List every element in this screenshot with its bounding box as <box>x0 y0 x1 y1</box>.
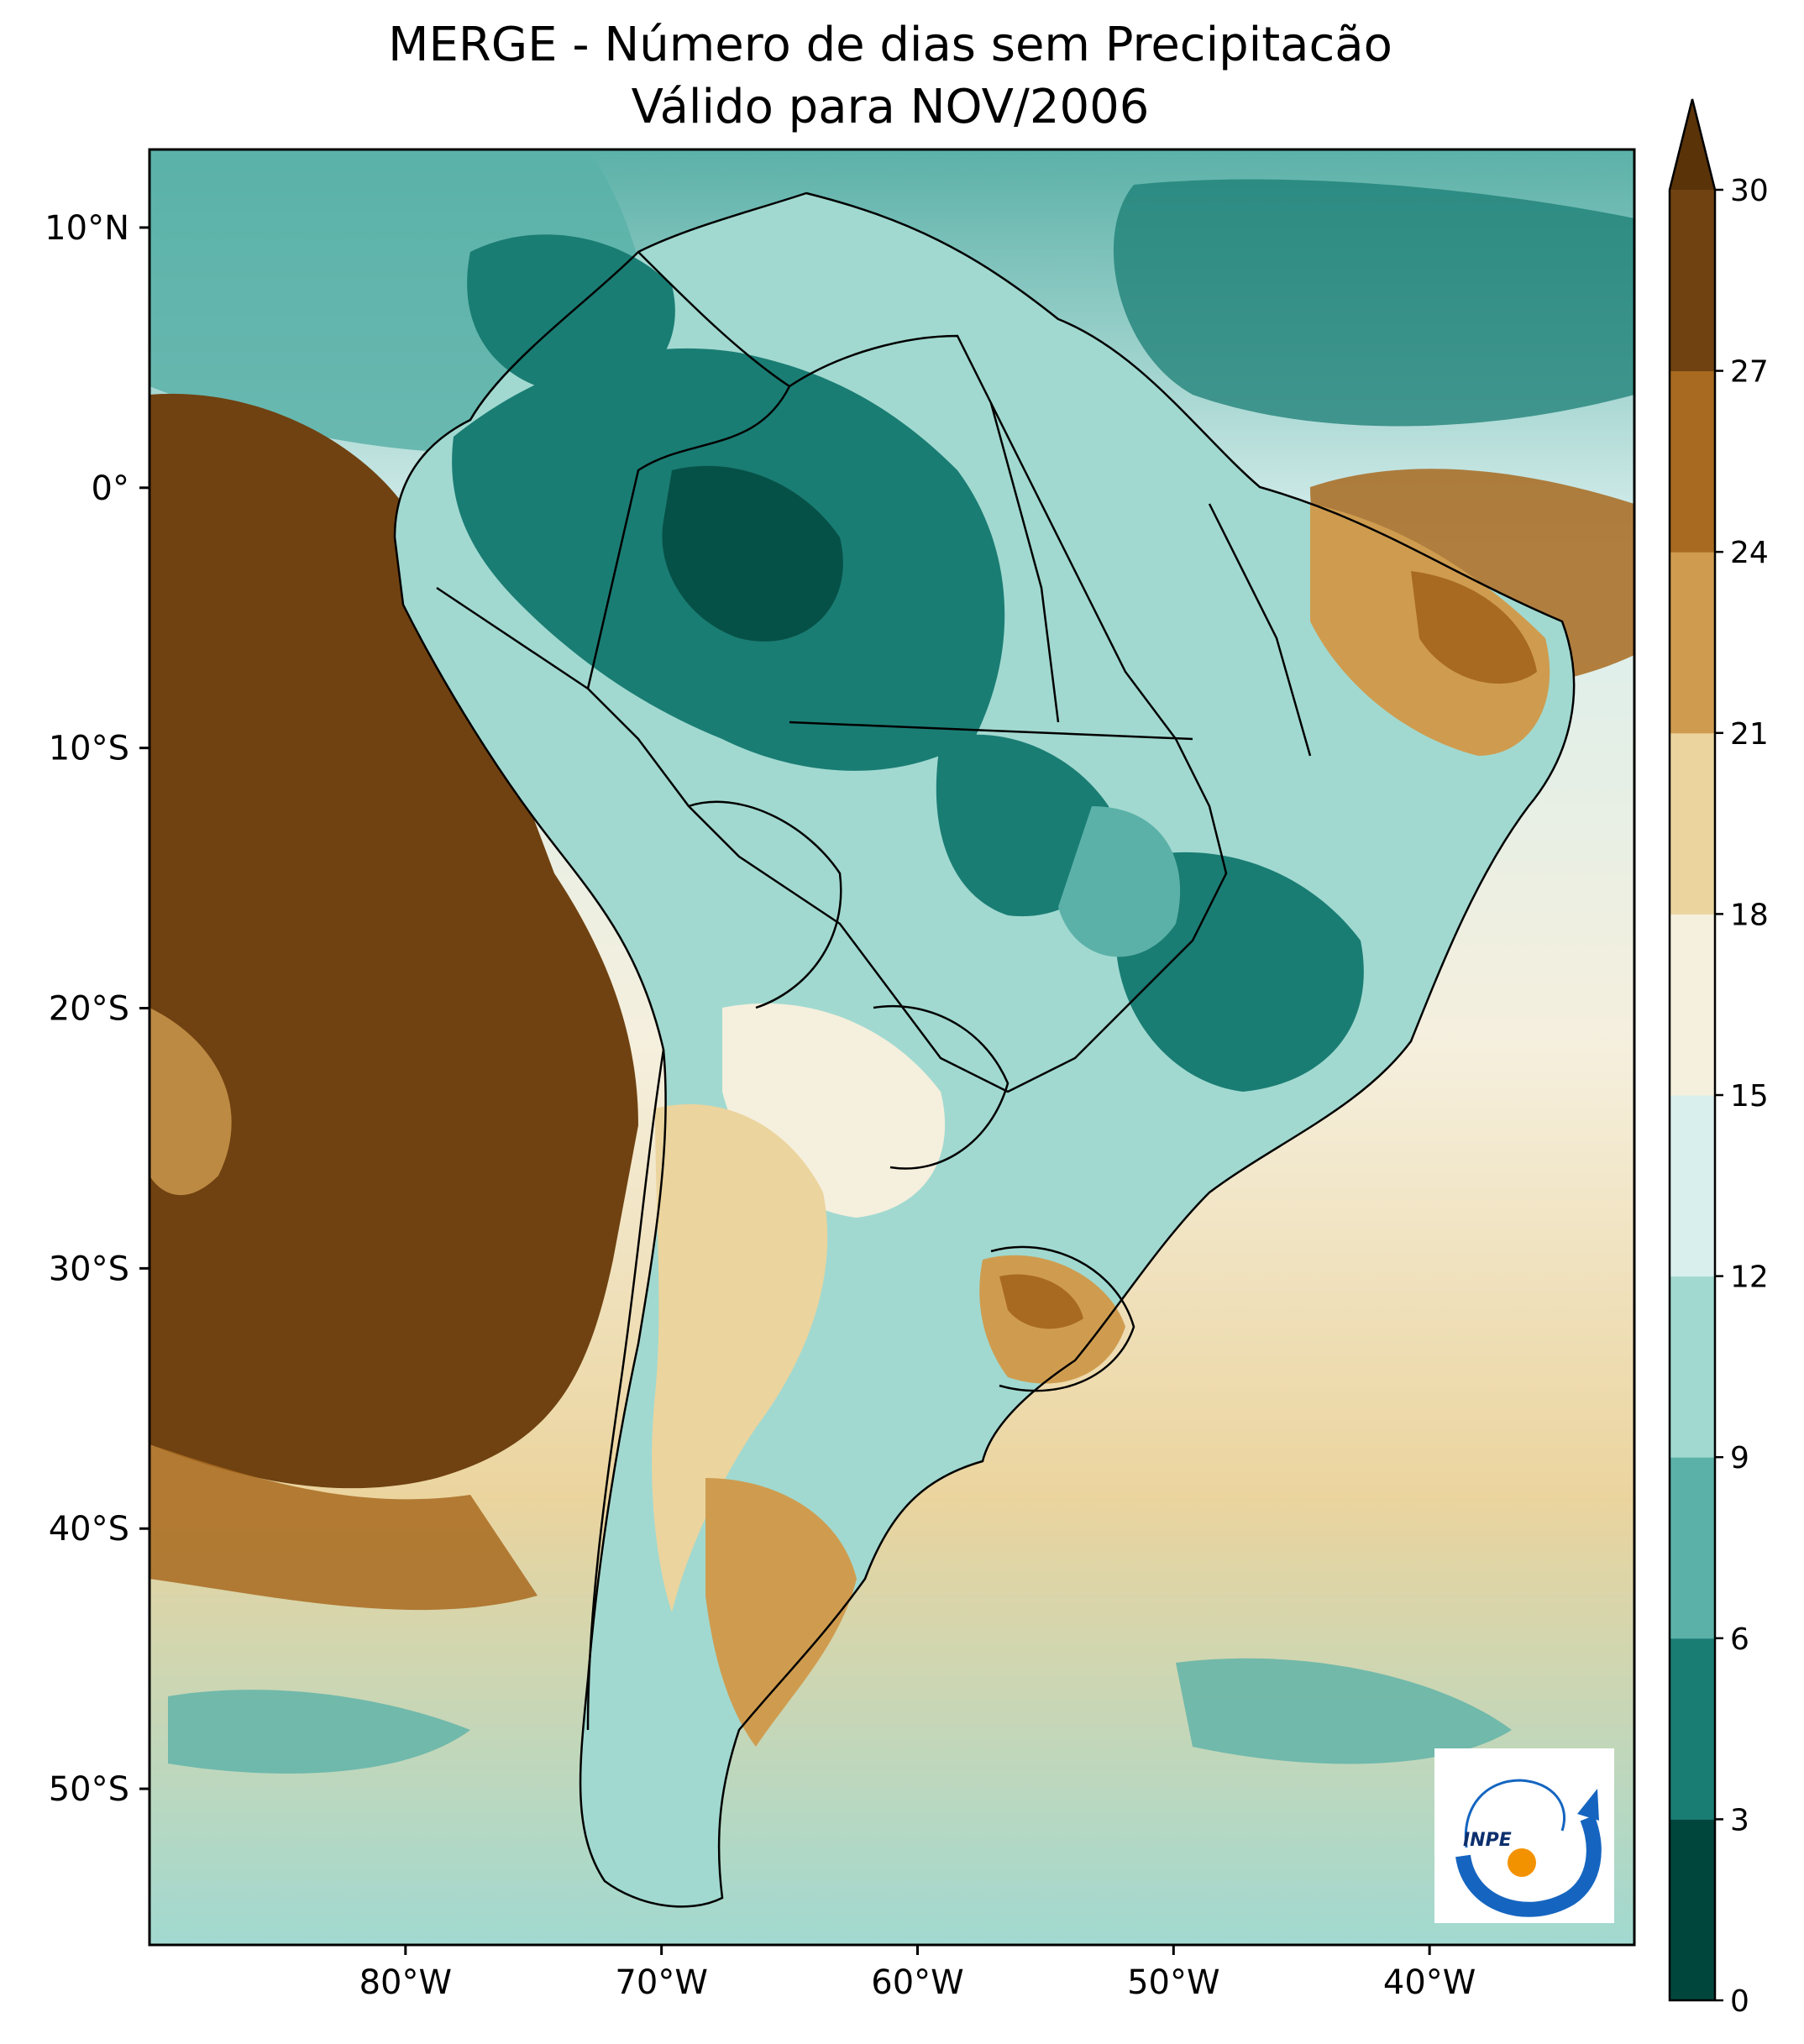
lon-label: 60°W <box>871 1963 963 2002</box>
venezuela-border <box>637 251 790 388</box>
colorbar-tick-label: 12 <box>1730 1260 1769 1295</box>
ne-brazil-drier <box>1411 571 1537 684</box>
colorbar-tick-label: 15 <box>1730 1079 1769 1114</box>
colorbar-tick-label: 21 <box>1730 717 1769 752</box>
lon-label: 40°W <box>1383 1963 1476 2002</box>
state-line-1 <box>789 721 1193 741</box>
colorbar-segment <box>1670 552 1715 734</box>
colorbar-tick-label: 18 <box>1730 898 1769 932</box>
map-frame <box>148 148 1636 1947</box>
colorbar-tick-label: 27 <box>1730 355 1769 390</box>
wet-band-atlantic <box>1113 179 1634 427</box>
goias-wet <box>1058 806 1181 957</box>
colombia-wet <box>467 234 675 396</box>
chart-subtitle: Válido para NOV/2006 <box>631 80 1150 134</box>
inpe-logo: INPE <box>1434 1748 1614 1923</box>
colorbar-segment <box>1670 1095 1715 1277</box>
state-line-3 <box>1208 503 1312 757</box>
state-line-2 <box>989 402 1060 723</box>
central-brazil-wet <box>936 734 1112 917</box>
logo-text: INPE <box>1463 1830 1512 1851</box>
bolivia-border <box>688 800 842 1009</box>
south-pacific-wet <box>168 1690 470 1774</box>
colorbar-tick-label: 0 <box>1730 1984 1749 2019</box>
lon-label: 70°W <box>615 1963 707 2002</box>
se-brazil-wet <box>1117 852 1364 1092</box>
colorbar-segment <box>1670 1457 1715 1639</box>
lat-label: 0° <box>92 469 129 508</box>
lon-label: 80°W <box>359 1963 452 2002</box>
chart-title: MERGE - Número de dias sem Precipitacão <box>388 18 1392 72</box>
andes-border <box>586 1049 665 1731</box>
precipitation-field <box>149 149 1634 1945</box>
continent-outline <box>393 191 1576 1908</box>
brazil-border <box>586 334 1228 1093</box>
colorbar-segment <box>1670 1276 1715 1458</box>
colorbar-tick-label: 9 <box>1730 1441 1749 1475</box>
amazon-wet-deep <box>662 465 843 642</box>
colorbar: 0 3 6 9 12 15 18 21 24 27 30 <box>1668 98 1769 2019</box>
country-borders <box>393 191 1576 1908</box>
dry-pacific-inner <box>149 1008 232 1196</box>
colorbar-extend-arrow <box>1670 99 1715 190</box>
colorbar-segment <box>1670 1819 1715 2001</box>
lat-label: 10°S <box>49 730 129 768</box>
colorbar-segment <box>1670 370 1715 553</box>
dry-pacific <box>149 393 638 1489</box>
colorbar-tick-label: 24 <box>1730 536 1769 570</box>
longitude-axis: 80°W 70°W 60°W 50°W 40°W <box>359 1945 1476 2002</box>
colorbar-segment <box>1670 190 1715 372</box>
colorbar-tick-label: 30 <box>1730 174 1769 208</box>
colorbar-segment <box>1670 1638 1715 1820</box>
south-atlantic-wet <box>1176 1658 1512 1764</box>
dry-pacific-edge <box>149 1444 538 1611</box>
colorbar-segment <box>1670 914 1715 1096</box>
uruguay-border <box>990 1245 1135 1392</box>
colorbar-tick-label: 3 <box>1730 1803 1749 1837</box>
lat-label: 10°N <box>45 209 129 248</box>
latitude-axis: 10°N 0° 10°S 20°S 30°S 40°S 50°S <box>45 209 149 1809</box>
logo-sun-icon <box>1508 1848 1536 1877</box>
paraguay-border <box>873 1004 1010 1170</box>
argentina-dry <box>652 1103 828 1612</box>
colorbar-tick-label: 6 <box>1730 1622 1749 1657</box>
lat-label: 50°S <box>49 1770 129 1809</box>
lat-label: 30°S <box>49 1250 129 1288</box>
tierra-del-fuego <box>605 1828 722 1900</box>
colorbar-outline <box>1668 98 1717 2002</box>
lon-label: 50°W <box>1127 1963 1219 2002</box>
uruguay-drier <box>999 1274 1083 1329</box>
patagonia-dry <box>705 1478 857 1747</box>
lat-label: 40°S <box>49 1510 129 1549</box>
colorbar-segment <box>1670 732 1715 915</box>
peru-border <box>436 586 589 690</box>
lat-label: 20°S <box>49 990 129 1029</box>
